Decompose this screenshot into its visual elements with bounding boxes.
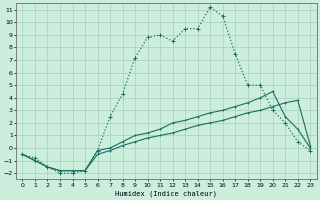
X-axis label: Humidex (Indice chaleur): Humidex (Indice chaleur) bbox=[116, 190, 217, 197]
